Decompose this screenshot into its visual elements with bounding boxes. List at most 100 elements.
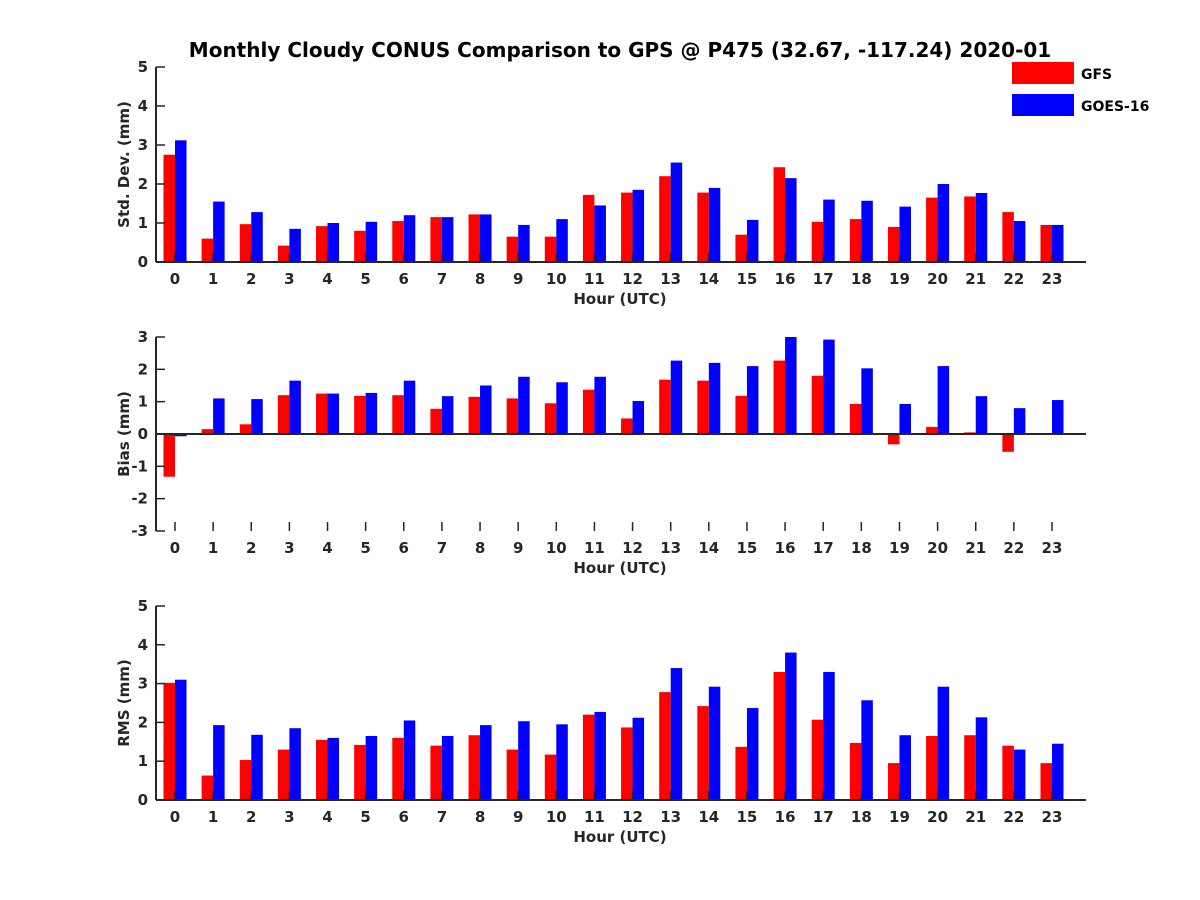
x-tick-label: 22 (1003, 808, 1024, 826)
bar-gfs-hour-1 (201, 429, 214, 434)
x-tick-label: 10 (546, 270, 567, 288)
y-tick-label: 3 (138, 328, 148, 346)
legend-label-gfs: GFS (1081, 67, 1112, 83)
bar-goes-16-hour-16 (785, 652, 797, 800)
x-tick-label: 19 (889, 808, 910, 826)
x-tick-label: 8 (475, 808, 485, 826)
bar-gfs-hour-21 (964, 196, 976, 262)
bar-goes-16-hour-0 (175, 679, 187, 800)
x-tick-label: 21 (965, 270, 986, 288)
x-tick-label: 23 (1042, 808, 1063, 826)
y-tick-label: -2 (131, 490, 148, 508)
bar-goes-16-hour-21 (975, 192, 988, 262)
chart-legend: GFS GOES-16 (1012, 62, 1149, 116)
x-tick-label: 3 (284, 539, 294, 557)
y-axis-label: Bias (mm) (115, 391, 133, 477)
bar-gfs-hour-8 (468, 214, 481, 262)
y-tick-label: -1 (131, 457, 148, 475)
x-tick-label: 21 (965, 539, 986, 557)
bar-goes-16-hour-1 (213, 725, 225, 800)
bar-gfs-hour-13 (659, 379, 671, 434)
bar-goes-16-hour-14 (708, 362, 721, 434)
x-tick-label: 4 (322, 808, 332, 826)
bar-goes-16-hour-9 (518, 721, 530, 800)
legend-swatch-gfs (1012, 62, 1074, 84)
bar-goes-16-hour-11 (594, 376, 606, 434)
x-tick-label: 1 (208, 808, 218, 826)
y-tick-label: 5 (138, 597, 148, 615)
bar-gfs-hour-16 (773, 671, 786, 800)
x-tick-label: 14 (698, 539, 719, 557)
bar-goes-16-hour-7 (441, 735, 454, 800)
bar-gfs-hour-8 (468, 735, 481, 800)
x-tick-label: 6 (399, 808, 409, 826)
x-tick-label: 17 (813, 539, 834, 557)
x-tick-label: 0 (170, 808, 180, 826)
x-tick-label: 0 (170, 539, 180, 557)
bar-goes-16-hour-10 (556, 382, 568, 434)
bar-gfs-hour-16 (773, 167, 786, 262)
bar-goes-16-hour-6 (403, 380, 416, 434)
bar-goes-16-hour-12 (632, 401, 645, 434)
y-tick-label: 5 (138, 58, 148, 76)
bar-gfs-hour-1 (201, 238, 214, 262)
bar-goes-16-hour-6 (403, 215, 416, 262)
x-tick-label: 8 (475, 539, 485, 557)
x-tick-label: 11 (584, 270, 605, 288)
x-tick-label: 6 (399, 539, 409, 557)
y-tick-label: 2 (138, 713, 148, 731)
bar-gfs-hour-3 (277, 749, 290, 800)
bar-goes-16-hour-14 (708, 187, 721, 262)
x-tick-label: 13 (660, 270, 681, 288)
x-tick-label: 15 (737, 270, 758, 288)
bar-goes-16-hour-10 (556, 219, 568, 262)
bar-goes-16-hour-8 (480, 214, 492, 262)
bar-goes-16-hour-13 (670, 668, 683, 800)
bar-gfs-hour-15 (735, 746, 747, 800)
bar-gfs-hour-1 (201, 775, 214, 800)
x-tick-label: 2 (246, 808, 256, 826)
bar-gfs-hour-15 (735, 234, 747, 262)
x-tick-label: 14 (698, 270, 719, 288)
bar-gfs-hour-0 (163, 434, 175, 477)
bar-goes-16-hour-10 (556, 724, 568, 800)
chart-title: Monthly Cloudy CONUS Comparison to GPS @… (189, 38, 1051, 62)
bar-gfs-hour-23 (1040, 224, 1052, 262)
y-axis-label: RMS (mm) (115, 659, 133, 746)
x-tick-label: 2 (246, 539, 256, 557)
x-tick-label: 5 (360, 539, 370, 557)
bar-gfs-hour-11 (582, 714, 595, 800)
bar-goes-16-hour-20 (937, 686, 950, 800)
bar-gfs-hour-10 (544, 403, 557, 434)
bar-goes-16-hour-7 (441, 217, 454, 262)
x-tick-label: 10 (546, 539, 567, 557)
bar-goes-16-hour-17 (823, 199, 835, 262)
bar-gfs-hour-20 (926, 426, 938, 434)
x-tick-label: 1 (208, 539, 218, 557)
x-tick-label: 7 (437, 808, 447, 826)
x-tick-label: 11 (584, 539, 605, 557)
bar-goes-16-hour-21 (975, 396, 988, 434)
bar-goes-16-hour-5 (365, 221, 378, 262)
bar-goes-16-hour-0 (175, 140, 187, 262)
x-axis-label: Hour (UTC) (573, 828, 666, 846)
x-tick-label: 5 (360, 270, 370, 288)
bar-goes-16-hour-17 (823, 339, 835, 434)
bar-goes-16-hour-15 (746, 366, 759, 434)
x-tick-label: 16 (775, 539, 796, 557)
x-tick-label: 18 (851, 539, 872, 557)
bar-gfs-hour-9 (506, 398, 519, 434)
bar-goes-16-hour-0 (175, 434, 187, 437)
x-tick-label: 20 (927, 270, 948, 288)
bar-gfs-hour-9 (506, 236, 519, 262)
bar-goes-16-hour-7 (441, 396, 454, 434)
bar-goes-16-hour-15 (746, 708, 759, 800)
x-tick-label: 8 (475, 270, 485, 288)
bar-goes-16-hour-22 (1013, 408, 1026, 434)
bar-gfs-hour-19 (887, 226, 900, 262)
bar-gfs-hour-11 (582, 194, 595, 262)
bar-goes-16-hour-12 (632, 717, 645, 800)
bar-goes-16-hour-2 (251, 212, 263, 262)
y-tick-label: 4 (138, 97, 148, 115)
